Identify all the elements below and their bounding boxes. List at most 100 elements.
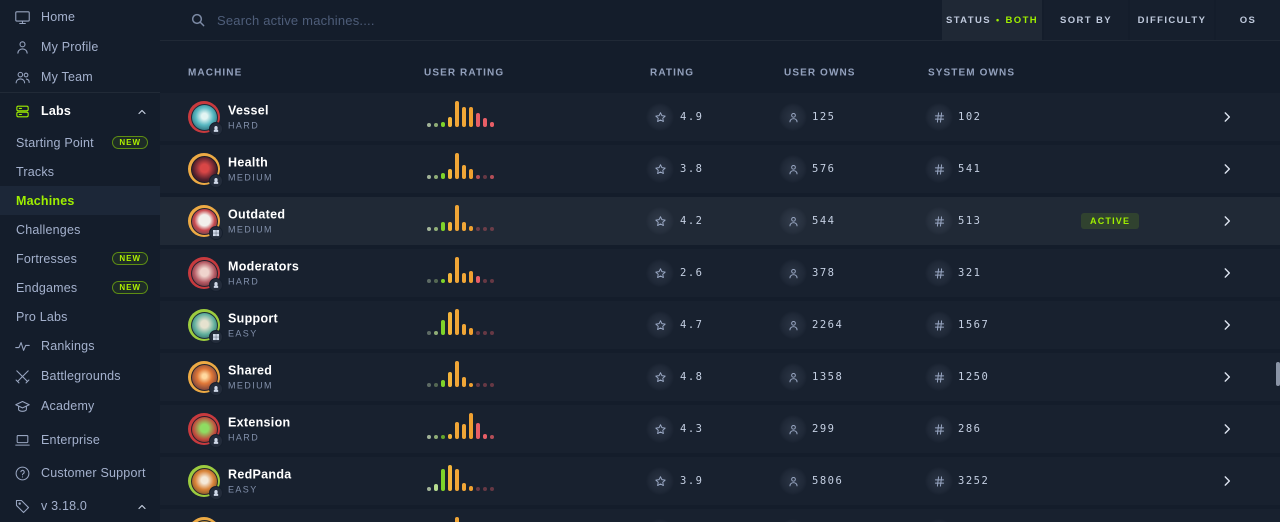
machine-row[interactable]: Support EASY 4.7 2264 1567 [160,301,1280,349]
chevron-right-icon[interactable] [1220,474,1234,488]
sidebar-item-challenges[interactable]: Challenges [0,215,160,244]
histogram-bar [427,279,431,283]
user-rating-histogram [427,152,499,179]
sidebar-item-label: Academy [41,399,95,413]
histogram-bar [490,435,494,439]
histogram-bar [476,423,480,439]
star-icon [646,467,674,495]
machine-row[interactable]: Health MEDIUM 3.8 576 541 [160,145,1280,193]
machine-row[interactable]: Shared MEDIUM 4.8 1358 1250 [160,353,1280,401]
machine-row[interactable] [160,509,1280,522]
sidebar-item-label: Fortresses [16,251,78,266]
histogram-bar [490,487,494,491]
machine-row[interactable]: Vessel HARD 4.9 125 102 [160,93,1280,141]
machine-row[interactable]: Extension HARD 4.3 299 286 [160,405,1280,453]
linux-icon [212,281,220,289]
sidebar-item-label: Labs [41,104,71,118]
histogram-bar [462,222,466,231]
sidebar-item-machines[interactable]: Machines [0,186,160,215]
sidebar-item-tracks[interactable]: Tracks [0,157,160,186]
chevron-right-icon[interactable] [1220,162,1234,176]
histogram-bar [469,383,473,387]
system-owns-icon [925,207,953,235]
system-owns-value: 541 [958,163,982,175]
sidebar-item-fortresses[interactable]: Fortresses NEW [0,244,160,273]
rating-value: 4.9 [680,111,704,123]
machine-difficulty: HARD [228,120,260,131]
os-filter-button[interactable]: OS [1216,0,1280,40]
chevron-right-icon[interactable] [1220,318,1234,332]
sidebar-item-label: v 3.18.0 [41,499,88,513]
user-rating-histogram [427,464,499,491]
sidebar-item-pro-labs[interactable]: Pro Labs [0,302,160,331]
tag-icon [14,498,31,515]
sidebar-item-customer-support[interactable]: Customer Support [0,458,160,488]
star-icon [646,311,674,339]
user-owns-value: 1358 [812,371,844,383]
machine-name: Vessel [228,103,269,118]
sidebar: Home My Profile My Team Labs Starting Point N… [0,0,160,522]
chevron-right-icon[interactable] [1220,214,1234,228]
status-filter-value: BOTH [1005,14,1039,26]
machine-row[interactable]: Outdated MEDIUM 4.2 544 513 ACTIVE [160,197,1280,245]
team-icon [14,69,31,86]
chevron-right-icon[interactable] [1220,422,1234,436]
sidebar-item-home[interactable]: Home [0,2,160,32]
search-bar[interactable] [160,0,940,40]
sidebar-item-label: Endgames [16,280,78,295]
rating-value: 4.8 [680,371,704,383]
machine-avatar [188,153,223,188]
sidebar-item-academy[interactable]: Academy [0,391,160,421]
chevron-right-icon[interactable] [1220,370,1234,384]
sidebar-item-label: Home [41,10,76,24]
machine-avatar [188,101,223,136]
chevron-right-icon[interactable] [1220,266,1234,280]
sidebar-item-v-3-18-0[interactable]: v 3.18.0 [0,491,160,521]
user-owns-icon [779,259,807,287]
chevron-right-icon[interactable] [1220,110,1234,124]
system-owns-value: 321 [958,267,982,279]
search-input[interactable] [217,12,637,28]
machine-name: Health [228,155,269,170]
sidebar-item-my-profile[interactable]: My Profile [0,32,160,62]
sidebar-item-battlegrounds[interactable]: Battlegrounds [0,361,160,391]
histogram-bar [490,227,494,231]
sidebar-item-labs[interactable]: Labs [0,96,160,126]
sort-by-button[interactable]: SORT BY [1044,0,1128,40]
sidebar-item-enterprise[interactable]: Enterprise [0,425,160,455]
home-icon [14,9,31,26]
os-badge [209,278,223,292]
difficulty-ring [188,257,220,289]
os-badge [209,330,223,344]
histogram-bar [448,222,452,231]
chevron-up-icon[interactable] [136,105,148,117]
histogram-bar [469,226,473,231]
user-rating-histogram [427,516,499,522]
difficulty-filter-button[interactable]: DIFFICULTY [1130,0,1214,40]
machine-difficulty: MEDIUM [228,224,273,235]
histogram-bar [462,165,466,179]
os-badge [209,434,223,448]
rating-value: 3.9 [680,475,704,487]
sidebar-item-endgames[interactable]: Endgames NEW [0,273,160,302]
user-owns-value: 299 [812,423,836,435]
histogram-bar [469,107,473,127]
machine-name-cell: Health MEDIUM [228,156,273,183]
system-owns-value: 1250 [958,371,990,383]
sidebar-item-my-team[interactable]: My Team [0,62,160,92]
sidebar-item-label: Enterprise [41,433,100,447]
histogram-bar [427,331,431,335]
histogram-bar [455,101,459,127]
system-owns-icon [925,467,953,495]
status-filter-button[interactable]: STATUS • BOTH [942,0,1042,40]
machine-row[interactable]: RedPanda EASY 3.9 5806 3252 [160,457,1280,505]
scrollbar-thumb[interactable] [1276,362,1280,386]
machine-row[interactable]: Moderators HARD 2.6 378 321 [160,249,1280,297]
chevron-up-icon[interactable] [136,500,148,512]
sidebar-item-rankings[interactable]: Rankings [0,331,160,361]
histogram-bar [490,331,494,335]
column-header-user-rating: USER RATING [424,67,505,79]
histogram-bar [469,486,473,491]
histogram-bar [462,483,466,491]
sidebar-item-starting-point[interactable]: Starting Point NEW [0,128,160,157]
